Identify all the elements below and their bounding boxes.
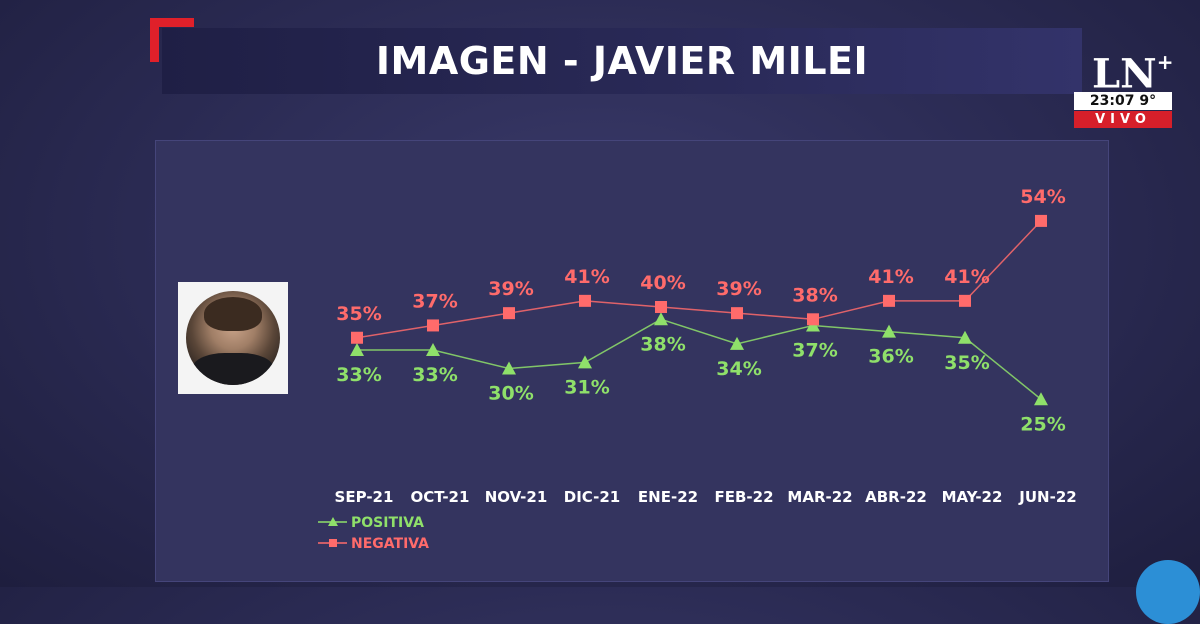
x-tick-label: MAY-22 [942, 488, 1003, 506]
x-tick-label: SEP-21 [335, 488, 394, 506]
data-label-positiva: 25% [1020, 413, 1065, 435]
data-label-negativa: 40% [640, 272, 685, 294]
point-positiva [426, 343, 440, 357]
point-negativa [579, 294, 591, 307]
data-label-positiva: 34% [716, 358, 761, 380]
data-label-positiva: 33% [412, 364, 457, 386]
channel-logo-text: LN [1092, 50, 1157, 98]
point-negativa [655, 301, 667, 313]
x-tick-label: OCT-21 [411, 488, 470, 506]
data-label-positiva: 37% [792, 339, 837, 361]
data-label-negativa: 39% [716, 278, 761, 300]
data-label-positiva: 36% [868, 346, 913, 368]
clock-readout: 23:07 9° [1074, 92, 1172, 110]
x-tick-label: FEB-22 [714, 488, 773, 506]
x-tick-label: MAR-22 [787, 488, 852, 506]
legend-label-positiva: POSITIVA [351, 515, 424, 531]
point-negativa [807, 313, 819, 326]
data-label-negativa: 41% [944, 266, 989, 288]
point-positiva [502, 361, 516, 375]
point-negativa [1035, 214, 1047, 227]
legend-label-negativa: NEGATIVA [351, 536, 429, 552]
data-label-negativa: 38% [792, 284, 837, 306]
line-chart: 33% 33% 30% 31% 38% 34% 37% 36% 35% 25% 35% 37% 39% 4… [318, 186, 1077, 552]
data-label-positiva: 31% [564, 376, 609, 398]
point-positiva [350, 343, 364, 357]
portrait-avatar [186, 291, 280, 385]
chart-panel [155, 140, 1109, 582]
legend-marker-positiva [328, 517, 338, 526]
page-title: IMAGEN - JAVIER MILEI [375, 39, 869, 83]
data-label-negativa: 35% [336, 303, 381, 325]
x-tick-label: NOV-21 [485, 488, 548, 506]
point-negativa [731, 307, 743, 320]
corner-badge [1136, 560, 1200, 624]
data-label-negativa: 54% [1020, 186, 1065, 208]
point-negativa [351, 331, 363, 344]
data-label-positiva: 30% [488, 383, 533, 405]
point-positiva [958, 330, 972, 344]
data-label-negativa: 39% [488, 278, 533, 300]
corner-accent [150, 18, 194, 62]
portrait-photo [178, 282, 288, 394]
data-label-negativa: 41% [564, 266, 609, 288]
channel-logo: LN+ [1092, 46, 1173, 94]
point-negativa [503, 307, 515, 320]
x-tick-label: ENE-22 [638, 488, 698, 506]
x-tick-label: ABR-22 [865, 488, 927, 506]
legend-marker-negativa [329, 539, 337, 547]
point-negativa [427, 319, 439, 332]
point-negativa [883, 294, 895, 307]
data-label-positiva: 33% [336, 364, 381, 386]
title-bar: IMAGEN - JAVIER MILEI [162, 28, 1082, 94]
data-label-positiva: 38% [640, 333, 685, 355]
point-positiva [654, 312, 668, 326]
data-label-negativa: 37% [412, 290, 457, 312]
x-tick-label: JUN-22 [1018, 488, 1076, 506]
series-line-negativa [356, 220, 1042, 339]
point-positiva [882, 324, 896, 338]
point-positiva [1034, 392, 1048, 406]
x-tick-label: DIC-21 [564, 488, 620, 506]
channel-logo-plus: + [1156, 50, 1174, 74]
series-line-positiva [357, 318, 1042, 400]
live-badge: VIVO [1074, 111, 1172, 128]
data-label-positiva: 35% [944, 352, 989, 374]
data-label-negativa: 41% [868, 266, 913, 288]
point-positiva [578, 355, 592, 369]
point-positiva [730, 336, 744, 350]
point-negativa [959, 294, 971, 307]
